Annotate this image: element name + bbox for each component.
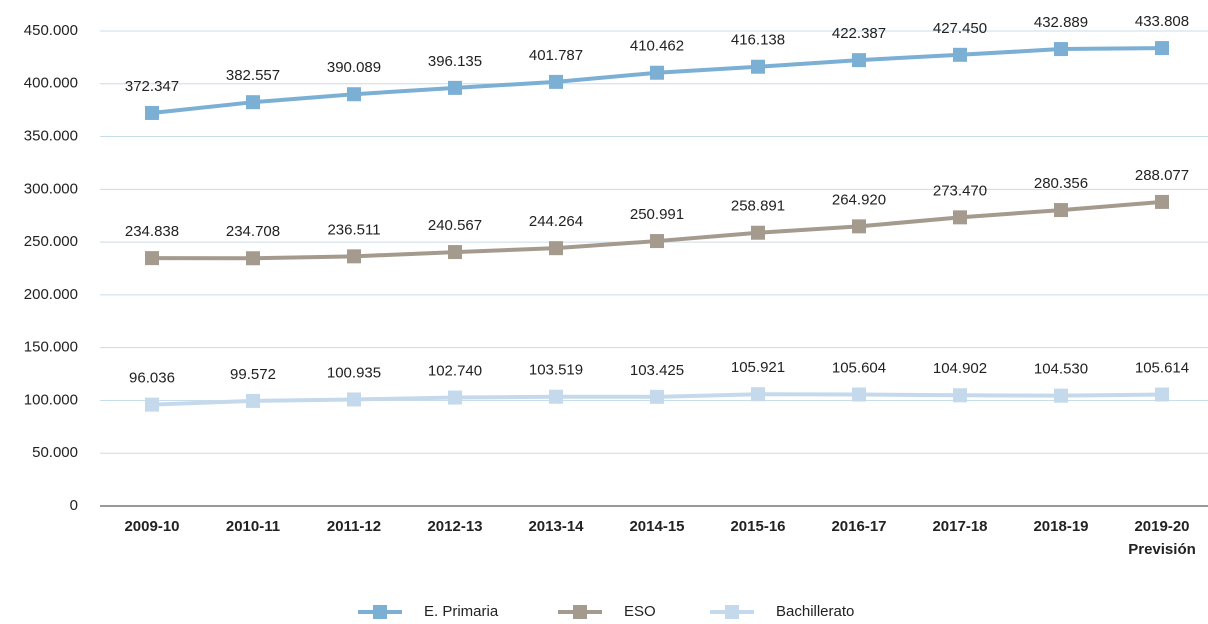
x-tick-label: 2011-12 — [327, 518, 381, 535]
point-marker — [246, 95, 260, 110]
y-tick-label: 200.000 — [24, 286, 78, 303]
x-tick-label: 2013-14 — [528, 518, 584, 535]
data-label: 104.902 — [933, 360, 987, 377]
data-label: 264.920 — [832, 191, 886, 208]
x-tick-label: 2015-16 — [730, 518, 785, 535]
point-marker — [650, 389, 664, 404]
x-tick-label: 2012-13 — [427, 518, 482, 535]
data-label: 280.356 — [1034, 175, 1088, 192]
data-label: 234.838 — [125, 223, 179, 240]
y-tick-label: 150.000 — [24, 339, 78, 356]
series-line — [151, 46, 1163, 115]
point-marker — [1155, 41, 1169, 56]
point-marker — [650, 65, 664, 80]
x-tick-label: 2014-15 — [629, 518, 684, 535]
point-marker — [852, 387, 866, 402]
point-marker — [549, 389, 563, 404]
point-marker — [448, 80, 462, 95]
point-marker — [1054, 42, 1068, 57]
legend-label: Bachillerato — [776, 603, 854, 620]
point-marker — [852, 53, 866, 68]
point-marker — [145, 105, 159, 120]
data-label: 382.557 — [226, 67, 280, 84]
y-tick-label: 350.000 — [24, 128, 78, 145]
point-marker — [246, 251, 260, 266]
data-label: 390.089 — [327, 59, 381, 76]
data-label: 273.470 — [933, 182, 987, 199]
data-label: 99.572 — [230, 366, 276, 383]
point-marker — [751, 225, 765, 240]
y-tick-label: 100.000 — [24, 391, 78, 408]
data-label: 105.614 — [1135, 359, 1189, 376]
data-label: 258.891 — [731, 198, 785, 215]
y-tick-label: 0 — [70, 497, 78, 514]
data-label: 396.135 — [428, 53, 482, 70]
data-label: 416.138 — [731, 32, 785, 49]
legend-marker — [373, 605, 387, 619]
data-label: 96.036 — [129, 370, 175, 387]
x-tick-label: 2017-18 — [932, 518, 987, 535]
data-label: 240.567 — [428, 217, 482, 234]
data-label: 244.264 — [529, 213, 583, 230]
y-tick-label: 250.000 — [24, 233, 78, 250]
data-label: 103.519 — [529, 362, 583, 379]
point-marker — [751, 59, 765, 74]
legend-label: E. Primaria — [424, 603, 499, 620]
x-tick-label: 2016-17 — [831, 518, 886, 535]
y-tick-label: 450.000 — [24, 22, 78, 39]
point-marker — [549, 74, 563, 89]
data-label: 102.740 — [428, 363, 482, 380]
point-marker — [953, 47, 967, 62]
y-tick-label: 50.000 — [32, 444, 78, 461]
x-tick-label: 2019-20 Previsión — [1128, 518, 1196, 558]
data-label: 105.604 — [832, 359, 886, 376]
legend-label: ESO — [624, 603, 656, 620]
x-tick-label: 2018-19 — [1033, 518, 1088, 535]
data-label: 234.708 — [226, 223, 280, 240]
point-marker — [145, 251, 159, 266]
legend-marker — [573, 605, 587, 619]
point-marker — [953, 210, 967, 225]
data-label: 103.425 — [630, 362, 684, 379]
data-label: 433.808 — [1135, 13, 1189, 30]
legend-marker — [725, 605, 739, 619]
point-marker — [448, 390, 462, 405]
point-marker — [448, 245, 462, 260]
data-label: 432.889 — [1034, 14, 1088, 31]
point-marker — [650, 234, 664, 249]
data-label: 100.935 — [327, 364, 381, 381]
data-label: 288.077 — [1135, 167, 1189, 184]
point-marker — [1054, 203, 1068, 218]
point-marker — [347, 392, 361, 407]
point-marker — [1155, 194, 1169, 209]
point-marker — [246, 393, 260, 408]
x-tick-label: 2010-11 — [226, 518, 280, 535]
data-label: 372.347 — [125, 78, 179, 95]
point-marker — [347, 87, 361, 102]
point-marker — [145, 397, 159, 412]
point-marker — [953, 388, 967, 403]
point-marker — [549, 241, 563, 256]
data-label: 104.530 — [1034, 361, 1088, 378]
point-marker — [852, 219, 866, 234]
point-marker — [347, 249, 361, 264]
point-marker — [1155, 387, 1169, 402]
y-tick-label: 400.000 — [24, 75, 78, 92]
data-label: 105.921 — [731, 359, 785, 376]
data-label: 427.450 — [933, 20, 987, 37]
data-label: 410.462 — [630, 38, 684, 55]
point-marker — [751, 387, 765, 402]
x-tick-label: 2009-10 — [124, 518, 179, 535]
point-marker — [1054, 388, 1068, 403]
data-label: 250.991 — [630, 206, 684, 223]
y-tick-label: 300.000 — [24, 180, 78, 197]
data-label: 401.787 — [529, 47, 583, 64]
data-label: 236.511 — [327, 221, 380, 238]
data-label: 422.387 — [832, 25, 886, 42]
